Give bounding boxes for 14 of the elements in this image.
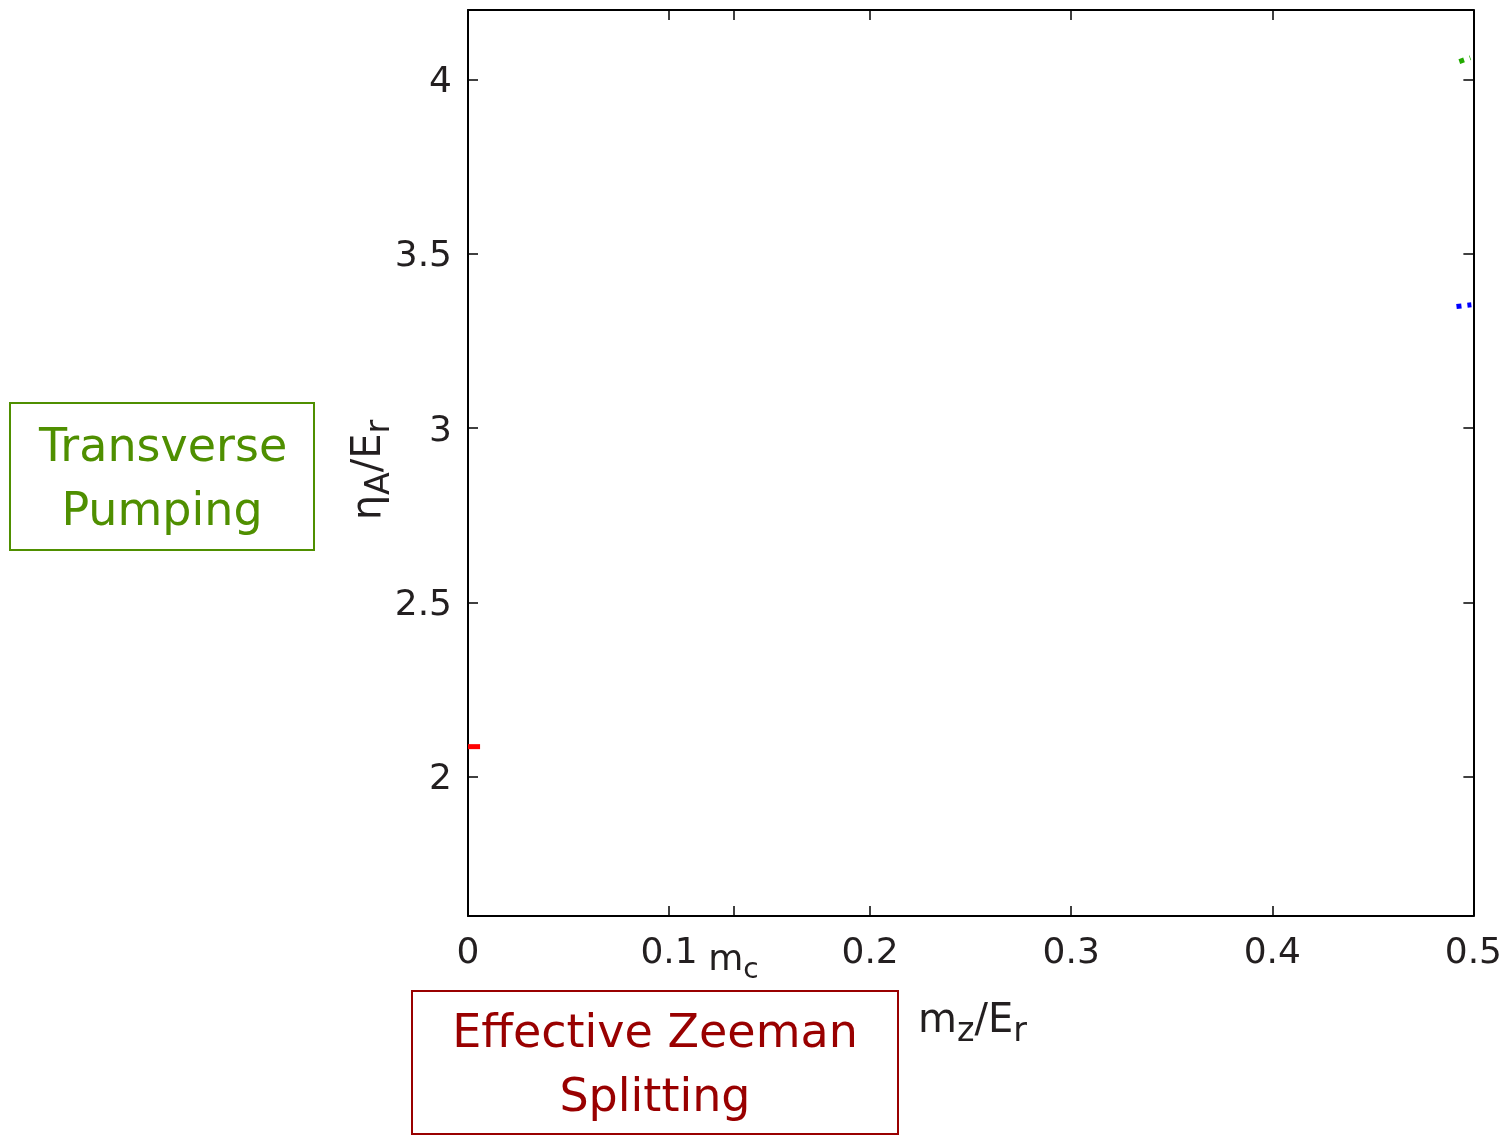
x-tick-label: 0.5	[1444, 929, 1503, 971]
x-axis-title: m$_{z}$/E$_{r}$	[918, 995, 1027, 1049]
y-tick-label: 4	[429, 59, 452, 101]
y-tick-label: 3	[429, 407, 452, 449]
text: Transverse Pumping	[39, 416, 288, 538]
y-tick-label: 3.5	[394, 233, 452, 275]
x-tick-label: 0	[456, 929, 480, 971]
x-tick-label: 0.2	[841, 929, 899, 971]
x-tick-label: 0.3	[1042, 929, 1100, 971]
y-tick-label: 2	[429, 756, 452, 798]
y-tick-label: 2.5	[394, 581, 452, 623]
text: Effective Zeeman Splitting	[451, 1002, 859, 1124]
x-tick-label: 0.1	[640, 929, 698, 971]
x-tick-label: 0.4	[1243, 929, 1301, 971]
